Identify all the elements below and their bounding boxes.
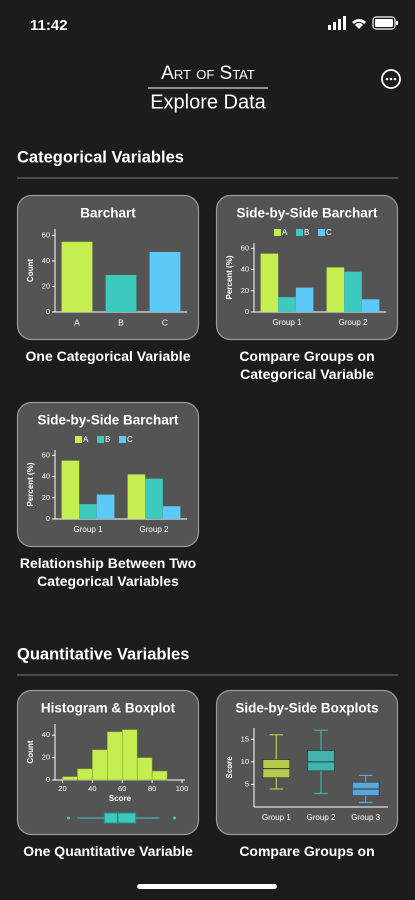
legend-swatch [274,229,281,236]
bar [145,478,163,519]
legend-label: B [105,435,110,444]
legend-label: C [127,435,133,444]
x-tick-label: 20 [58,784,66,793]
bar [162,506,181,519]
y-axis-label: Count [26,259,35,282]
y-tick-label: 40 [241,265,249,274]
header-title: Explore Data [150,91,266,113]
y-axis-label: Percent (%) [225,255,234,299]
legend-label: B [304,228,309,237]
y-tick-label: 40 [42,472,50,481]
card-title: Histogram & Boxplot [41,701,176,716]
y-tick-label: 60 [241,243,249,252]
x-tick-label: Group 3 [351,813,380,822]
brand: Art of Stat [161,63,255,84]
card-caption: Compare Groups on [239,843,375,859]
card-title: Side-by-Side Boxplots [235,701,378,716]
y-tick-label: 20 [42,753,50,762]
bar [61,460,80,519]
box [307,750,335,772]
x-axis-label: Score [109,794,132,803]
histogram-bar [121,729,138,781]
home-indicator [137,884,277,889]
histogram-bar [151,770,168,781]
y-tick-label: 20 [42,281,50,290]
histogram-bar [92,749,108,781]
x-tick-label: Group 1 [262,813,291,822]
x-tick-label: B [118,317,124,327]
x-tick-label: Group 2 [307,813,336,822]
x-tick-label: 80 [148,784,156,793]
x-tick-label: A [74,317,80,327]
legend-swatch [318,229,325,236]
y-tick-label: 0 [46,307,50,316]
bar [149,251,181,312]
status-time: 11:42 [30,17,68,34]
bar [61,241,93,312]
bar [260,253,279,312]
bar [295,287,314,312]
section-title: Quantitative Variables [17,645,189,663]
section-title: Categorical Variables [17,148,184,166]
y-tick-label: 20 [42,493,50,502]
x-tick-label: 40 [88,784,96,793]
bar [344,271,362,312]
y-tick-label: 60 [42,230,50,239]
bar [278,297,296,312]
x-tick-label: Group 1 [273,318,302,327]
y-tick-label: 0 [46,775,50,784]
bar [96,494,115,519]
histogram-bar [77,768,93,781]
legend-swatch [97,436,104,443]
x-tick-label: C [162,317,168,327]
legend-swatch [296,229,303,236]
card-caption: One Categorical Variable [25,348,191,364]
y-tick-label: 15 [241,734,249,743]
legend-label: C [326,228,332,237]
card-caption: One Quantitative Variable [23,843,193,859]
x-tick-label: Group 2 [140,525,169,534]
more-button[interactable] [381,69,401,89]
outlier [173,816,177,820]
y-axis-label: Count [26,740,35,763]
bar [361,299,380,312]
histogram-bar [107,731,123,781]
card[interactable] [215,689,399,836]
card-title: Side-by-Side Barchart [37,413,179,428]
legend-swatch [75,436,82,443]
histogram-bar [62,776,78,781]
y-tick-label: 5 [245,779,249,788]
bar [326,267,345,312]
x-tick-label: Group 2 [339,318,368,327]
x-tick-label: Group 1 [74,525,103,534]
x-tick-label: 60 [118,784,126,793]
y-tick-label: 40 [42,256,50,265]
y-tick-label: 10 [241,757,249,766]
y-tick-label: 20 [241,286,249,295]
legend-label: A [282,228,288,237]
status-icons [328,16,398,30]
y-tick-label: 0 [245,307,249,316]
y-tick-label: 40 [42,730,50,739]
bar [105,274,137,312]
y-axis-label: Percent (%) [26,462,35,506]
x-tick-label: 100 [176,784,189,793]
box [103,812,137,824]
legend-swatch [119,436,126,443]
bar [79,504,97,519]
legend-label: A [83,435,89,444]
y-tick-label: 60 [42,450,50,459]
card-title: Side-by-Side Barchart [236,206,378,221]
histogram-bar [136,757,153,781]
card-caption: Compare Groups on Categorical Variable [239,348,375,382]
y-axis-label: Score [225,756,234,779]
outlier [66,816,70,820]
card-title: Barchart [80,206,136,221]
bar [127,474,146,519]
y-tick-label: 0 [46,514,50,523]
card-caption: Relationship Between Two Categorical Var… [19,555,197,589]
